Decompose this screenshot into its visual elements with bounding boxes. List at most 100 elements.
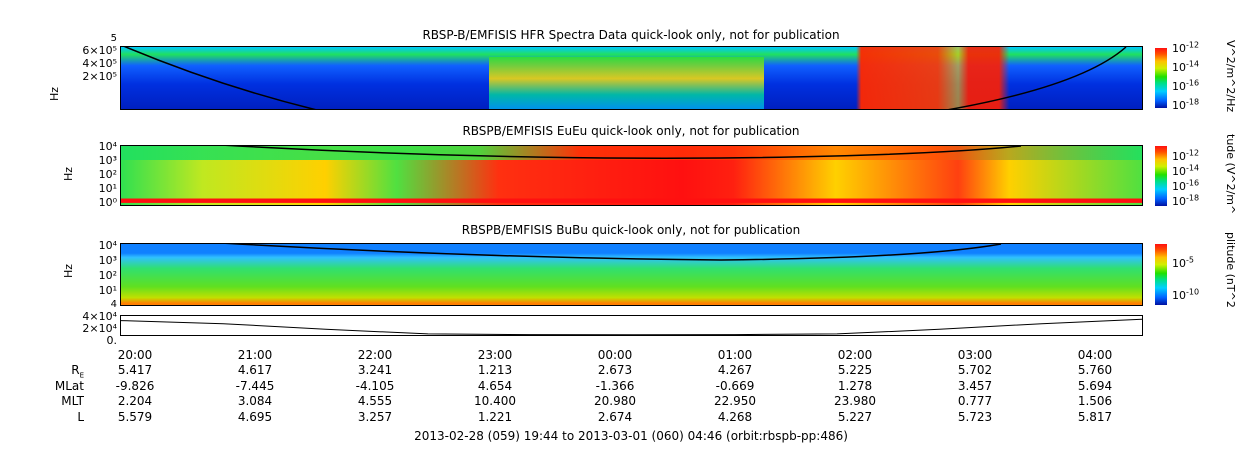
- panel4-series-line: [121, 318, 1142, 335]
- row-value: -9.826: [115, 378, 155, 393]
- row-value: 1.278: [837, 378, 873, 393]
- p1-ctick: 10-12: [1172, 40, 1200, 55]
- row-value: 2.673: [597, 363, 633, 377]
- p2-ctick: 10-18: [1172, 193, 1200, 208]
- row-value: 5.227: [837, 409, 873, 424]
- row-value: 5.817: [1077, 409, 1113, 424]
- panel2-cutoff-line: [225, 146, 1022, 159]
- p2-ctick: 10-12: [1172, 148, 1200, 163]
- row-value: 5.579: [117, 409, 153, 424]
- p3-colorbar-label: plitude (nT^2: [1224, 232, 1237, 308]
- row-label: MLat: [54, 378, 84, 393]
- p1-ytop: 5: [110, 33, 117, 44]
- panel3-spectrogram: [120, 243, 1143, 306]
- time-tick-label: 21:00: [237, 348, 273, 362]
- time-range-caption: 2013-02-28 (059) 19:44 to 2013-03-01 (06…: [414, 429, 848, 443]
- p4-ytop: 4: [110, 299, 117, 310]
- time-tick-label: 00:00: [597, 348, 633, 362]
- p1-ytick: 6×10⁵: [82, 44, 117, 57]
- row-value: 3.257: [357, 409, 393, 424]
- p1-ytick: 4×10⁵: [82, 57, 117, 70]
- p2-ytick: 10²: [98, 168, 117, 181]
- panel4-line-plot: [120, 315, 1143, 336]
- row-value: -0.669: [715, 378, 755, 393]
- row-value: 4.695: [237, 409, 273, 424]
- time-tick-label: 01:00: [717, 348, 753, 362]
- panel3-cutoff-line: [225, 244, 1002, 261]
- row-value: 0.777: [957, 394, 993, 408]
- p1-ctick: 10-16: [1172, 78, 1200, 93]
- row-value: 23.980: [834, 394, 876, 408]
- p4-ytick: 4×10⁴: [82, 310, 117, 323]
- row-value: 1.213: [477, 363, 513, 377]
- p3-ctick: 10-5: [1172, 255, 1194, 270]
- row-value: 22.950: [714, 394, 756, 408]
- p1-ylabel: Hz: [48, 86, 62, 102]
- p2-ylabel: Hz: [62, 166, 76, 182]
- p3-ytick: 10¹: [98, 284, 117, 297]
- row-value: 4.654: [477, 378, 513, 393]
- panel2-spectrogram: [120, 145, 1143, 206]
- row-value: 10.400: [474, 394, 516, 408]
- row-label: MLT: [61, 394, 84, 408]
- time-tick-label: 02:00: [837, 348, 873, 362]
- time-tick-label: 23:00: [477, 348, 513, 362]
- row-value: -1.366: [595, 378, 635, 393]
- p2-ctick: 10-16: [1172, 178, 1200, 193]
- row-value: -7.445: [235, 378, 275, 393]
- p3-ctick: 10-10: [1172, 287, 1200, 302]
- p1-colorbar: [1155, 48, 1167, 108]
- time-tick-label: 22:00: [357, 348, 393, 362]
- time-tick-label: 20:00: [117, 348, 153, 362]
- row-value: 20.980: [594, 394, 636, 408]
- row-value: 4.555: [357, 394, 393, 408]
- p3-ytick: 10²: [98, 269, 117, 282]
- row-value: 1.506: [1077, 394, 1113, 408]
- p2-ytick: 10¹: [98, 182, 117, 195]
- p2-ytick: 10⁰: [98, 196, 117, 209]
- row-value: -4.105: [355, 378, 395, 393]
- p2-colorbar: [1155, 146, 1167, 206]
- p1-ytick: 2×10⁵: [82, 70, 117, 83]
- row-value: 5.702: [957, 363, 993, 377]
- row-value: 3.084: [237, 394, 273, 408]
- p1-colorbar-label: V^2/m^2/Hz: [1224, 40, 1237, 113]
- row-value: 5.760: [1077, 363, 1113, 377]
- p1-ctick: 10-18: [1172, 97, 1200, 112]
- row-value: 4.617: [237, 363, 273, 377]
- p2-colorbar-label: tude (V^2/m^: [1224, 134, 1237, 215]
- p3-ylabel: Hz: [62, 263, 76, 279]
- row-label: RE: [71, 363, 84, 380]
- row-value: 3.457: [957, 378, 993, 393]
- panel1-emission: [488, 57, 765, 109]
- p4-ytick: 0.: [106, 334, 118, 347]
- row-value: 4.268: [717, 409, 753, 424]
- p3-colorbar: [1155, 244, 1167, 305]
- row-value: 5.723: [957, 409, 993, 424]
- p1-ctick: 10-14: [1172, 59, 1200, 74]
- panel1-title: RBSP-B/EMFISIS HFR Spectra Data quick-lo…: [422, 28, 840, 42]
- row-value: 5.417: [117, 363, 153, 377]
- panel2-title: RBSPB/EMFISIS EuEu quick-look only, not …: [462, 124, 800, 138]
- time-tick-label: 03:00: [957, 348, 993, 362]
- p2-ytick: 10³: [98, 154, 117, 167]
- row-value: 1.221: [477, 409, 513, 424]
- panel3-title: RBSPB/EMFISIS BuBu quick-look only, not …: [461, 223, 801, 237]
- p3-ytick: 10⁴: [98, 239, 117, 252]
- panel2-upper-band: [121, 146, 1142, 160]
- p3-ytick: 10³: [98, 254, 117, 267]
- p4-ytick: 2×10⁴: [82, 322, 117, 335]
- p2-ctick: 10-14: [1172, 163, 1200, 178]
- row-label: L: [77, 409, 84, 424]
- row-value: 4.267: [717, 363, 753, 377]
- p2-ytick: 10⁴: [98, 140, 117, 153]
- panel1-spectrogram: [120, 46, 1143, 110]
- row-value: 5.225: [837, 363, 873, 377]
- row-value: 3.241: [357, 363, 393, 377]
- row-value: 5.694: [1077, 378, 1113, 393]
- panel1-cutoff-line: [123, 47, 1127, 109]
- time-tick-label: 04:00: [1077, 348, 1113, 362]
- row-value: 2.674: [597, 409, 633, 424]
- row-value: 2.204: [117, 394, 153, 408]
